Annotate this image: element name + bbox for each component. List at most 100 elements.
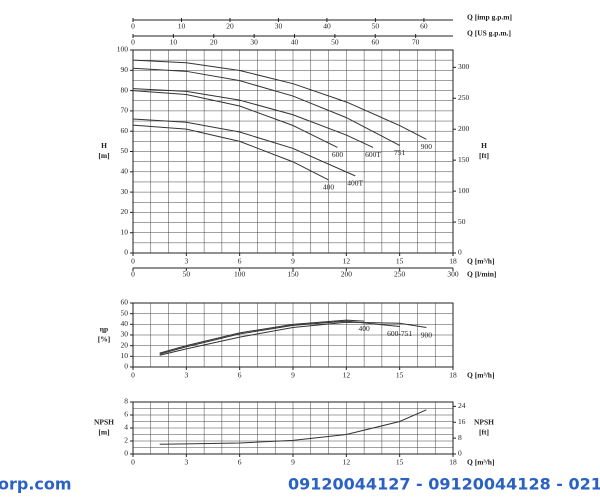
y2-axis-label: [ft]: [479, 151, 489, 160]
curve-label: 751: [394, 148, 406, 157]
top-tick-label: 70: [412, 38, 420, 47]
x-tick-label: 3: [184, 458, 188, 467]
curve: [159, 321, 427, 356]
y2-tick-label: 0: [458, 449, 462, 458]
x-tick-label: 3: [184, 371, 188, 380]
y2-tick-label: 24: [458, 401, 466, 410]
x2-tick-label: 250: [394, 270, 406, 279]
curve-label: 400: [323, 183, 335, 192]
curve-label: 600T: [365, 150, 381, 159]
curve-label: 900: [421, 142, 433, 151]
y-tick-label: 30: [121, 187, 129, 196]
footer-phones: 09120044127 - 09120044128 - 02158: [288, 475, 600, 494]
curve: [132, 67, 400, 146]
curve: [159, 319, 365, 354]
y2-tick-label: 50: [458, 217, 466, 226]
curve: [132, 59, 427, 140]
y-tick-label: 100: [117, 45, 129, 54]
x-tick-label: 12: [343, 371, 351, 380]
curve-label: 900: [421, 330, 433, 339]
x-tick-label: 0: [131, 458, 135, 467]
y-tick-label: 4: [124, 423, 128, 432]
y-axis-label: H: [101, 141, 107, 150]
top-tick-label: 60: [420, 22, 428, 31]
curve: [132, 118, 356, 177]
y-tick-label: 40: [121, 319, 129, 328]
top-tick-label: 60: [372, 38, 380, 47]
y2-tick-label: 250: [458, 93, 470, 102]
top-tick-label: 10: [170, 38, 178, 47]
y-tick-label: 0: [124, 362, 128, 371]
y-tick-label: 6: [124, 410, 128, 419]
top-axis-label: Q [imp g.p.m]: [467, 13, 512, 22]
x2-tick-label: 0: [131, 270, 135, 279]
y-tick-label: 10: [121, 351, 129, 360]
y-tick-label: 30: [121, 330, 129, 339]
x-tick-label: 12: [343, 458, 351, 467]
y-tick-label: 8: [124, 397, 128, 406]
x-tick-label: 18: [449, 371, 457, 380]
curve: [132, 88, 374, 148]
y-tick-label: 2: [124, 436, 128, 445]
y-tick-label: 20: [121, 340, 129, 349]
y-tick-label: 60: [121, 298, 129, 307]
y2-tick-label: 100: [458, 186, 470, 195]
x-tick-label: 3: [184, 257, 188, 266]
x-tick-label: 6: [238, 257, 242, 266]
x2-tick-label: 200: [341, 270, 353, 279]
y2-tick-label: 200: [458, 124, 470, 133]
y-axis-label: NPSH: [94, 418, 114, 427]
x-tick-label: 0: [131, 371, 135, 380]
top-tick-label: 50: [331, 38, 339, 47]
x-tick-label: 15: [396, 257, 404, 266]
x-tick-label: 9: [291, 371, 295, 380]
top-tick-label: 30: [250, 38, 258, 47]
top-tick-label: 40: [291, 38, 299, 47]
y-tick-label: 0: [124, 449, 128, 458]
y-tick-label: 60: [121, 126, 129, 135]
x-tick-label: 9: [291, 458, 295, 467]
x-tick-label: 15: [396, 458, 404, 467]
curve: [159, 409, 427, 445]
top-tick-label: 30: [275, 22, 283, 31]
x-tick-label: 18: [449, 257, 457, 266]
y-tick-label: 50: [121, 308, 129, 317]
y-axis-label: [m]: [98, 151, 109, 160]
footer-site: orp.com: [0, 475, 72, 494]
curve-label: 600-751: [387, 329, 412, 338]
y-axis-label: [%]: [98, 335, 111, 344]
y-axis-label: ηp: [100, 325, 108, 334]
curve: [132, 90, 338, 148]
x-tick-label: 9: [291, 257, 295, 266]
x-tick-label: 6: [238, 371, 242, 380]
top-tick-label: 40: [323, 22, 331, 31]
x2-tick-label: 300: [447, 270, 459, 279]
x-tick-label: 12: [343, 257, 351, 266]
top-tick-label: 50: [372, 22, 380, 31]
y-tick-label: 20: [121, 207, 129, 216]
y-tick-label: 70: [121, 106, 129, 115]
y2-tick-label: 8: [458, 433, 462, 442]
y-tick-label: 0: [124, 248, 128, 257]
top-tick-label: 20: [210, 38, 218, 47]
x2-axis-label: Q [l/min]: [467, 270, 496, 279]
curve-label: 400T: [347, 179, 363, 188]
x-tick-label: 15: [396, 371, 404, 380]
x-axis-label: Q [m³/h]: [467, 458, 494, 467]
y2-axis-label: H: [481, 141, 487, 150]
x2-tick-label: 150: [287, 270, 299, 279]
y2-axis-label: [ft]: [479, 428, 489, 437]
top-axis-label: Q [US g.p.m.]: [467, 29, 511, 38]
curve-label: 400: [358, 324, 370, 333]
y-tick-label: 80: [121, 85, 129, 94]
y2-tick-label: 0: [458, 248, 462, 257]
top-tick-label: 0: [131, 38, 135, 47]
x-tick-label: 6: [238, 458, 242, 467]
top-tick-label: 10: [178, 22, 186, 31]
x-tick-label: 18: [449, 458, 457, 467]
y2-tick-label: 150: [458, 155, 470, 164]
y-tick-label: 40: [121, 167, 129, 176]
curve-label: 600: [332, 150, 344, 159]
curve: [132, 124, 329, 181]
